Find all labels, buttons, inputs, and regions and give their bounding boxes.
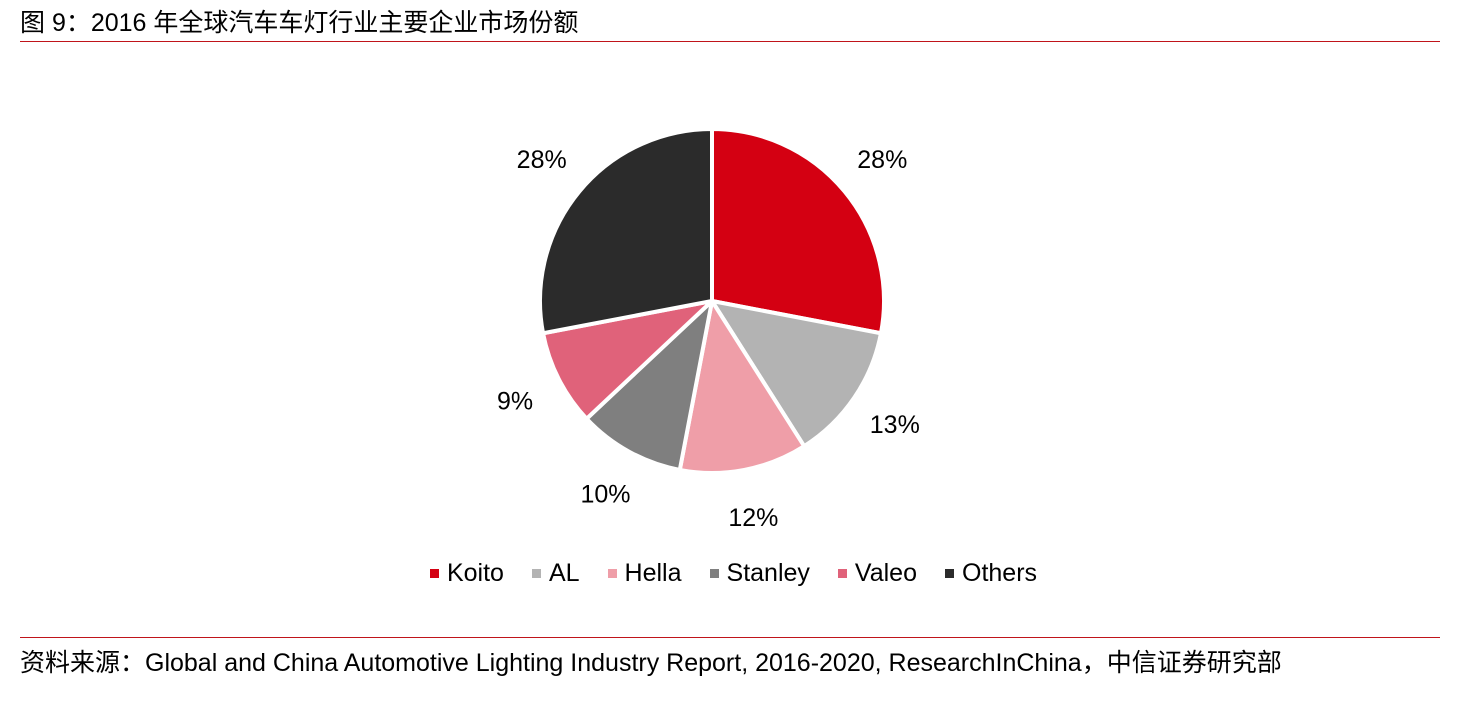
legend-label: Koito (446, 559, 504, 587)
pie-slice-stanley (584, 299, 714, 472)
legend-item-stanley: Stanley (709, 556, 810, 590)
pie-slice-al (710, 299, 883, 449)
data-label-stanley: 10% (580, 481, 630, 509)
source-note: 资料来源：Global and China Automotive Lightin… (20, 649, 1282, 677)
legend-item-valeo: Valeo (837, 556, 917, 590)
legend-label: Others (962, 559, 1038, 587)
legend-swatch (607, 568, 617, 578)
legend-label: Stanley (726, 559, 810, 587)
data-label-valeo: 9% (497, 387, 533, 415)
legend-swatch (837, 568, 847, 578)
legend-label: Hella (624, 559, 682, 587)
data-label-al: 13% (870, 411, 920, 439)
pie-slices (538, 127, 886, 475)
legend-item-al: AL (531, 556, 580, 590)
data-label-koito: 28% (857, 146, 907, 174)
pie-slice-koito (710, 127, 886, 336)
legend-item-others: Others (945, 556, 1037, 590)
data-label-others: 28% (517, 146, 567, 174)
pie-chart: 28% 13% 12% 10% 9% 28% (497, 127, 920, 532)
title-divider (20, 41, 1440, 42)
legend-item-hella: Hella (607, 556, 682, 590)
pie-slice-others (538, 127, 714, 336)
chart-legend: Koito AL Hella Stanley Valeo Others (0, 556, 1467, 590)
data-label-hella: 12% (728, 504, 778, 532)
legend-label: Valeo (854, 559, 917, 587)
chart-title: 图 9：2016 年全球汽车车灯行业主要企业市场份额 (20, 9, 579, 37)
legend-swatch (429, 568, 439, 578)
source-divider (20, 637, 1440, 638)
legend-item-koito: Koito (429, 556, 504, 590)
pie-data-labels: 28% 13% 12% 10% 9% 28% (497, 146, 920, 532)
legend-swatch (531, 568, 541, 578)
legend-swatch (945, 568, 954, 578)
legend-swatch (709, 568, 719, 578)
legend-label: AL (548, 559, 580, 587)
pie-slice-hella (677, 299, 807, 475)
